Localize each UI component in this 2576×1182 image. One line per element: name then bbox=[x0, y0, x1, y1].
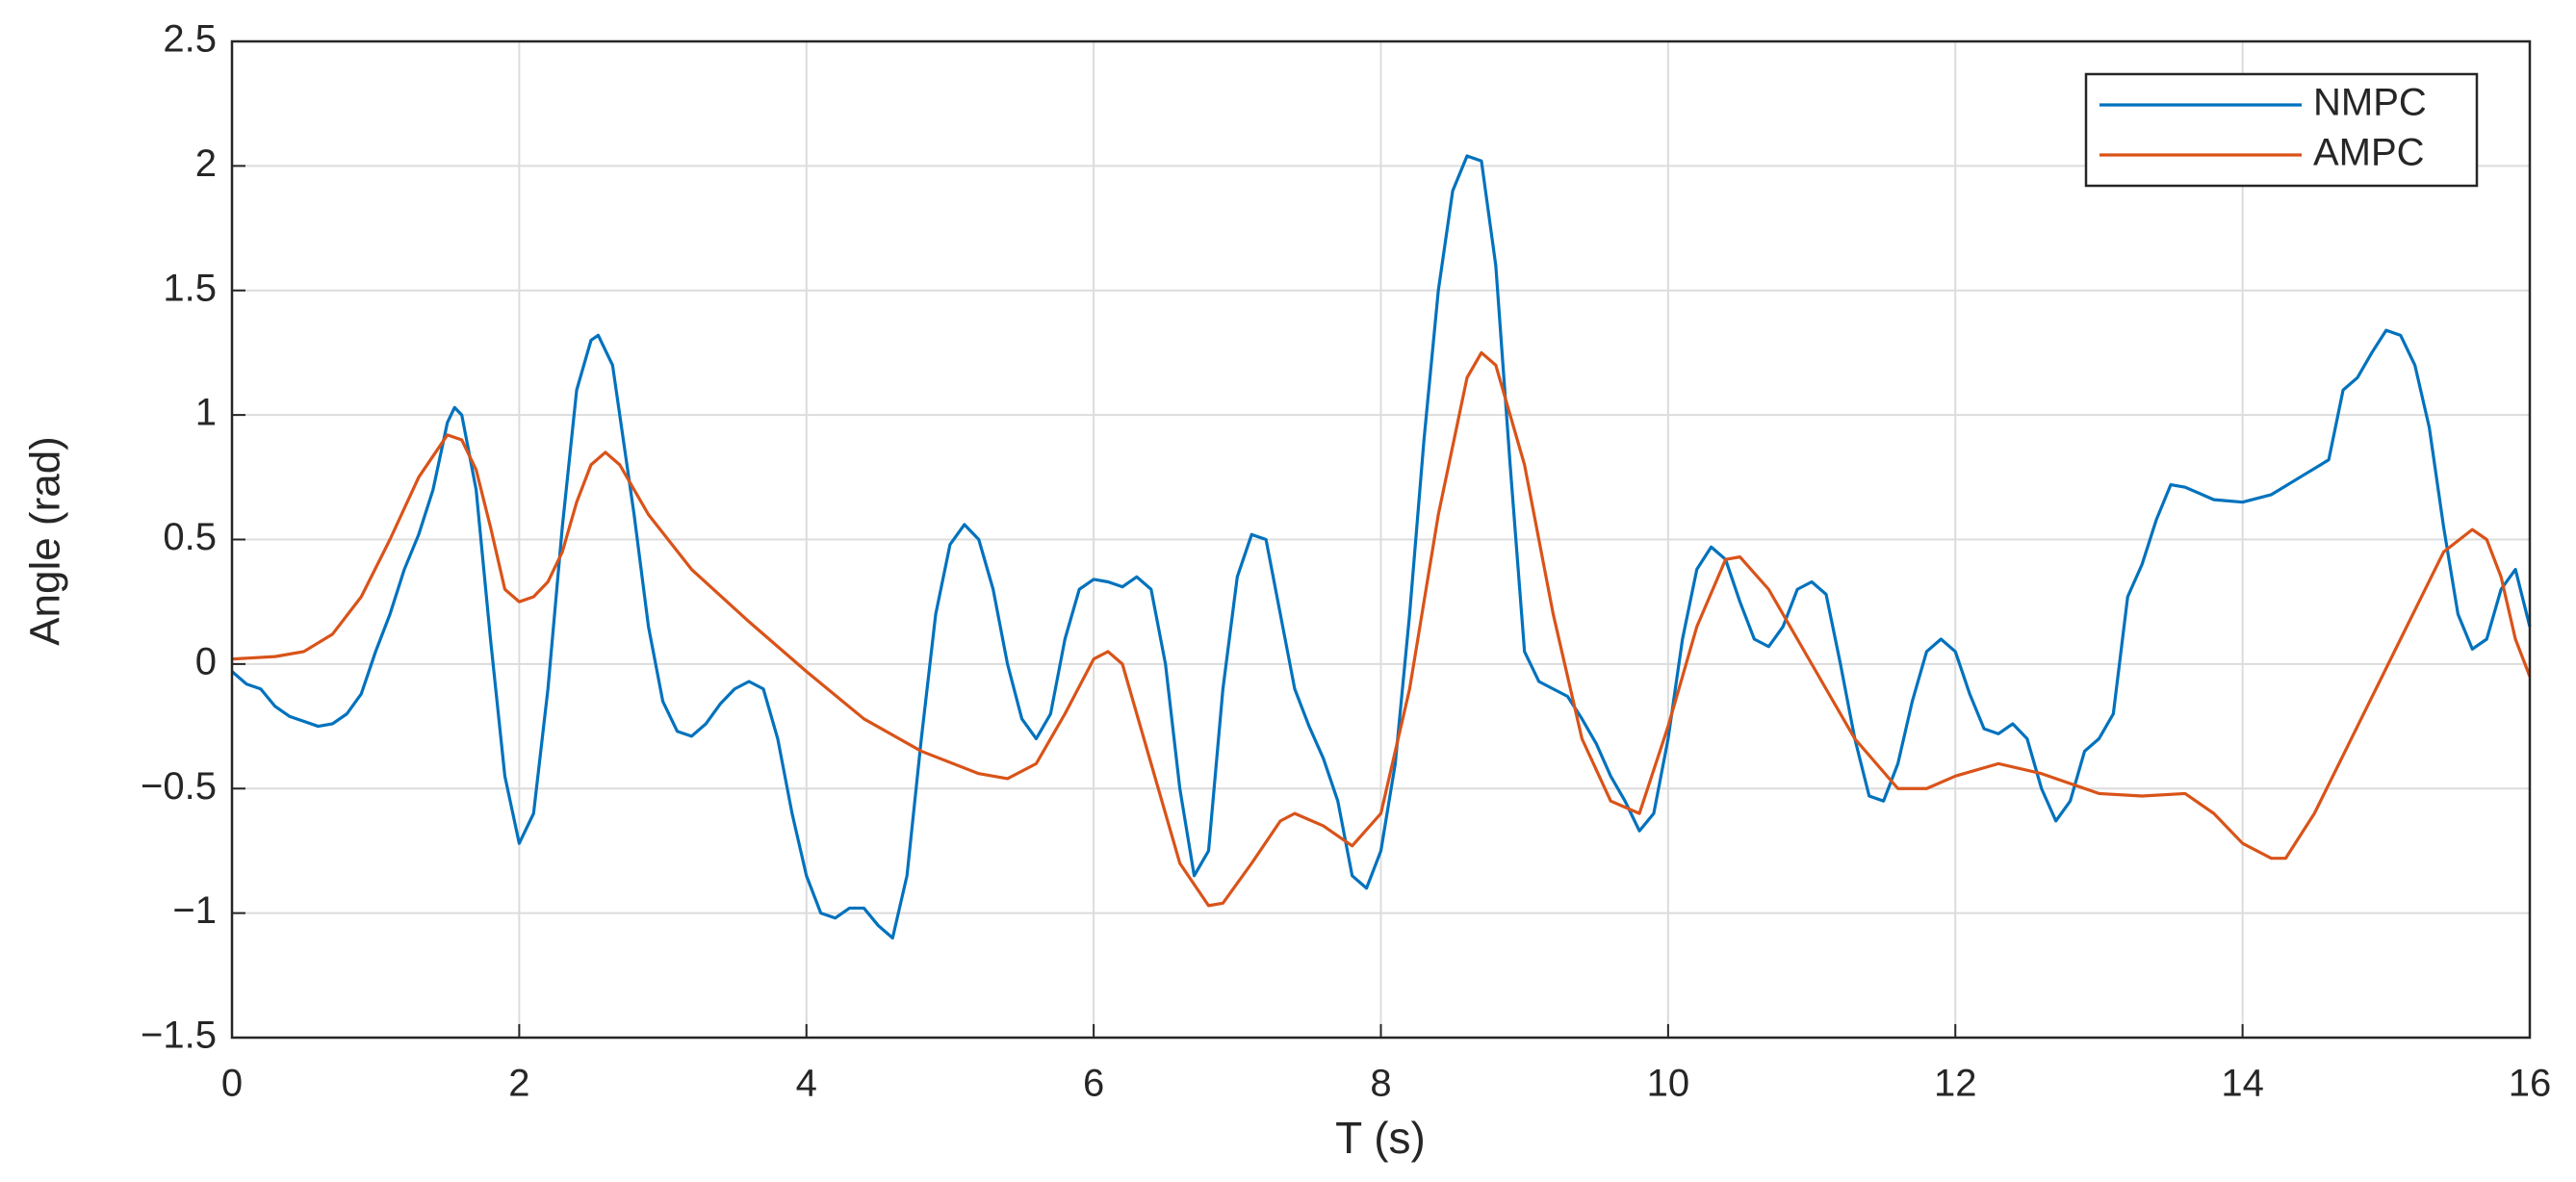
legend-label: AMPC bbox=[2313, 132, 2425, 174]
plot-frame bbox=[230, 39, 2532, 1040]
x-tick-label: 10 bbox=[1647, 1063, 1690, 1105]
y-tick-label: 2 bbox=[195, 142, 217, 185]
line-series bbox=[230, 154, 2532, 940]
x-tick-label: 8 bbox=[1370, 1063, 1391, 1105]
x-axis-label: T (s) bbox=[1335, 1113, 1426, 1163]
y-axis-label: Angle (rad) bbox=[22, 436, 69, 646]
legend-label: NMPC bbox=[2313, 82, 2427, 124]
y-tick-label: −0.5 bbox=[141, 765, 217, 808]
y-tick-label: 1 bbox=[195, 392, 217, 434]
x-tick-label: 16 bbox=[2509, 1063, 2552, 1105]
x-tick-label: 2 bbox=[508, 1063, 529, 1105]
x-tick-label: 12 bbox=[1934, 1063, 1977, 1105]
x-tick-label: 4 bbox=[796, 1063, 817, 1105]
x-tick-label: 14 bbox=[2221, 1063, 2264, 1105]
y-tick-label: 2.5 bbox=[163, 18, 217, 61]
y-tick-label: 1.5 bbox=[163, 267, 217, 309]
x-tick-label: 0 bbox=[221, 1063, 243, 1105]
y-tick-label: 0 bbox=[195, 640, 217, 682]
y-tick-label: −1 bbox=[172, 889, 217, 932]
line-series bbox=[231, 350, 2532, 908]
x-tick-label: 6 bbox=[1083, 1063, 1104, 1105]
y-tick-label: −1.5 bbox=[141, 1015, 217, 1057]
y-tick-label: 0.5 bbox=[163, 516, 217, 558]
legend-box bbox=[2084, 72, 2479, 188]
